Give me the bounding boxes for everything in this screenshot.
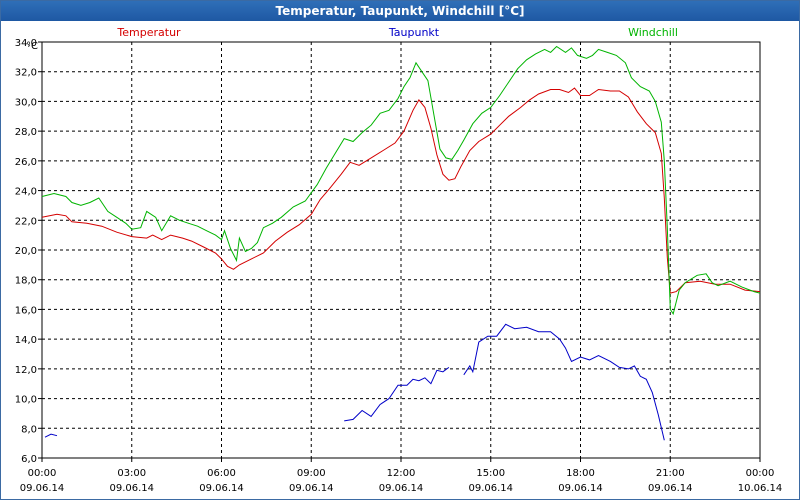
series-taupunkt-line bbox=[344, 366, 450, 422]
x-tick-time: 00:00 bbox=[746, 468, 775, 479]
x-tick-time: 06:00 bbox=[207, 468, 236, 479]
x-tick-time: 15:00 bbox=[476, 468, 505, 479]
x-tick-time: 03:00 bbox=[117, 468, 146, 479]
series-temperatur-legend: Temperatur bbox=[116, 26, 181, 39]
y-tick-label: 24,0 bbox=[15, 187, 37, 198]
plot-area bbox=[41, 41, 761, 459]
series-taupunkt-line bbox=[463, 323, 665, 441]
line-chart: 6,0 8,0 10,0 12,0 14,0 16,0 18,0 20,0 22,0 24,0 26… bbox=[15, 26, 783, 494]
y-tick-label: 26,0 bbox=[15, 157, 37, 168]
x-tick-date: 09.06.14 bbox=[558, 483, 603, 494]
y-tick-label: 6,0 bbox=[21, 454, 37, 465]
x-tick-date: 09.06.14 bbox=[648, 483, 693, 494]
y-tick-label: 34,0 bbox=[15, 38, 37, 49]
y-tick-label: 20,0 bbox=[15, 246, 37, 257]
x-tick-date: 09.06.14 bbox=[199, 483, 244, 494]
x-tick-date: 09.06.14 bbox=[109, 483, 154, 494]
y-axis-label: °C bbox=[26, 41, 38, 52]
y-tick-label: 22,0 bbox=[15, 216, 37, 227]
y-tick-label: 16,0 bbox=[15, 305, 37, 316]
x-tick-date: 09.06.14 bbox=[379, 483, 424, 494]
x-tick-time: 21:00 bbox=[656, 468, 685, 479]
window-title: Temperatur, Taupunkt, Windchill [°C] bbox=[1, 1, 799, 21]
series-taupunkt-line bbox=[44, 433, 58, 438]
x-tick-date: 09.06.14 bbox=[289, 483, 334, 494]
series-windchill-legend: Windchill bbox=[628, 26, 678, 39]
x-tick-date: 09.06.14 bbox=[20, 483, 65, 494]
x-tick-time: 18:00 bbox=[566, 468, 595, 479]
x-tick-time: 00:00 bbox=[28, 468, 57, 479]
y-tick-label: 30,0 bbox=[15, 97, 37, 108]
x-tick-time: 09:00 bbox=[297, 468, 326, 479]
x-tick-date: 10.06.14 bbox=[738, 483, 783, 494]
y-tick-label: 14,0 bbox=[15, 335, 37, 346]
x-tick-time: 12:00 bbox=[387, 468, 416, 479]
y-tick-label: 12,0 bbox=[15, 365, 37, 376]
y-tick-label: 32,0 bbox=[15, 68, 37, 79]
series-temperatur-line bbox=[41, 87, 761, 294]
y-tick-label: 10,0 bbox=[15, 395, 37, 406]
series-windchill-line bbox=[41, 45, 761, 316]
y-tick-label: 8,0 bbox=[21, 424, 37, 435]
y-tick-label: 28,0 bbox=[15, 127, 37, 138]
y-tick-label: 18,0 bbox=[15, 276, 37, 287]
series-taupunkt-legend: Taupunkt bbox=[388, 26, 440, 39]
x-tick-date: 09.06.14 bbox=[468, 483, 513, 494]
